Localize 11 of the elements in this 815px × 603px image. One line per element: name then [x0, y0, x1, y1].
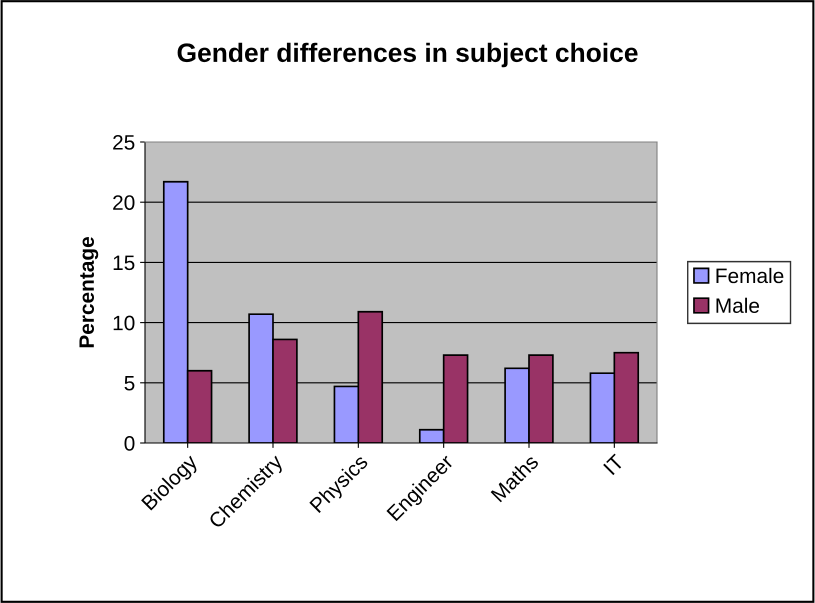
legend-label: Male: [716, 298, 760, 314]
y-tick-label: 15: [114, 256, 134, 270]
y-tick-label: 5: [124, 376, 134, 391]
y-tick-label: 0: [124, 436, 134, 451]
chart-title: Gender differences in subject choice: [178, 42, 638, 68]
y-axis-title: Percentage: [79, 237, 98, 348]
y-tick-label: 20: [113, 195, 134, 210]
x-tick-label: IT: [603, 454, 625, 476]
legend-label: Female: [716, 268, 784, 284]
y-tick-label: 10: [114, 316, 134, 330]
y-tick-label: 25: [113, 135, 134, 150]
